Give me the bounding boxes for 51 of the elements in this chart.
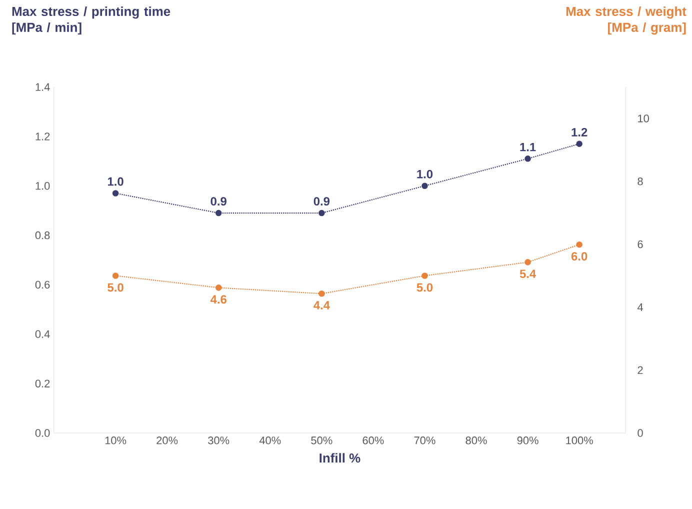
point — [215, 284, 222, 291]
y-tick-label: 0.4 — [35, 330, 50, 338]
data-label: 5.0 — [108, 283, 124, 292]
x-tick-label: 60% — [362, 436, 384, 444]
data-label: 0.9 — [314, 197, 330, 206]
x-tick-label: 100% — [566, 436, 593, 444]
y-tick-label: 0.2 — [35, 380, 50, 388]
data-label: 1.0 — [108, 177, 124, 186]
y-tick-label: 1.4 — [36, 83, 50, 91]
data-label: 1.2 — [572, 128, 588, 136]
point — [524, 259, 531, 266]
x-tick-label: 80% — [466, 436, 487, 444]
x-tick-label: 10% — [105, 436, 126, 444]
point — [576, 241, 582, 248]
point — [318, 290, 325, 297]
point — [112, 190, 119, 196]
y-tick-label: 0.6 — [35, 280, 50, 289]
point — [112, 272, 119, 279]
y2-tick-label: 10 — [638, 114, 649, 122]
data-label: 1.0 — [417, 170, 433, 178]
x-tick-label: 50% — [311, 436, 332, 444]
data-label: 5.0 — [416, 283, 433, 292]
y2-axis-title: Max stress / weight [MPa / gram] — [566, 6, 686, 35]
y-tick-label: 0.0 — [35, 429, 50, 437]
point — [422, 182, 428, 189]
x-tick-label: 20% — [156, 436, 178, 444]
y2-tick-label: 4 — [637, 303, 643, 311]
y-tick-label: 1.0 — [36, 182, 50, 190]
y-tick-label: 0.8 — [35, 231, 50, 240]
x-tick-label: 40% — [259, 436, 281, 444]
data-label: 4.4 — [314, 301, 330, 310]
y-axis-title: Max stress / printing time [MPa / min] — [12, 6, 170, 35]
point — [422, 272, 428, 279]
y2-tick-label: 0 — [638, 429, 643, 437]
data-label: 6.0 — [571, 252, 588, 261]
x-tick-label: 70% — [414, 436, 436, 444]
x-tick-label: 30% — [208, 436, 230, 444]
data-label: 1.1 — [520, 142, 536, 152]
data-label: 4.6 — [210, 295, 226, 304]
y2-tick-label: 2 — [638, 366, 643, 374]
x-tick-label: 90% — [517, 436, 538, 444]
y-tick-label: 1.2 — [36, 132, 50, 140]
y2-tick-label: 8 — [638, 177, 643, 186]
point — [215, 210, 222, 216]
x-axis-title: Infill % — [320, 453, 360, 463]
point — [318, 210, 325, 216]
point — [576, 140, 582, 147]
data-label: 5.4 — [520, 270, 536, 278]
data-label: 0.9 — [210, 197, 226, 206]
point — [524, 156, 531, 162]
y2-tick-label: 6 — [638, 240, 643, 248]
